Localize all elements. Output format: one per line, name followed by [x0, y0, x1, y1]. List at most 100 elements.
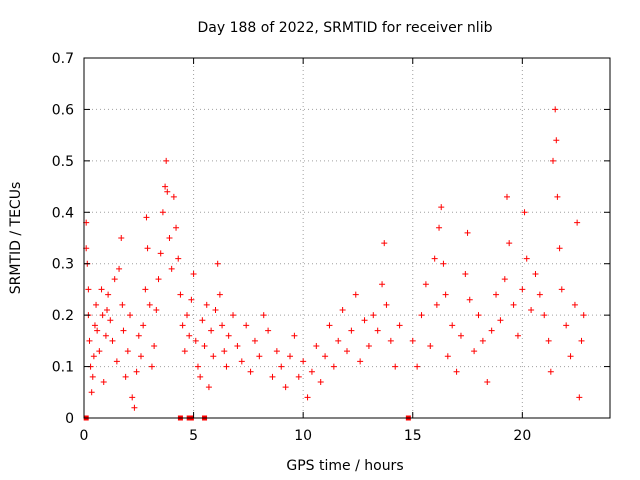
data-point: [466, 296, 473, 303]
data-point: [383, 301, 390, 308]
data-point: [444, 353, 451, 360]
data-point: [291, 332, 298, 339]
data-point: [142, 286, 149, 293]
data-point: [571, 301, 578, 308]
data-point: [260, 312, 267, 319]
data-point: [506, 240, 513, 247]
data-point: [175, 255, 182, 262]
data-point: [536, 291, 543, 298]
data-point: [238, 358, 245, 365]
data-point: [153, 307, 160, 313]
data-point: [521, 209, 528, 216]
data-point: [453, 368, 460, 375]
data-point: [313, 343, 320, 349]
data-point: [352, 291, 359, 298]
x-tick-label: 15: [404, 428, 422, 444]
x-axis-label: GPS time / hours: [286, 458, 403, 474]
data-point: [168, 265, 175, 272]
data-point: [122, 373, 129, 380]
data-point: [194, 363, 201, 370]
data-point: [163, 157, 170, 164]
data-point: [137, 353, 144, 360]
data-point: [295, 373, 302, 380]
x-tick-label: 10: [294, 428, 312, 444]
data-point: [133, 368, 140, 375]
data-point: [576, 394, 583, 401]
data-point: [157, 250, 164, 257]
data-point: [88, 389, 95, 396]
x-tick-label: 5: [189, 428, 198, 444]
data-point: [493, 291, 500, 298]
data-point: [148, 363, 155, 370]
data-point: [370, 312, 377, 319]
data-point: [361, 317, 368, 324]
data-point: [322, 353, 329, 360]
y-tick-label: 0.3: [52, 257, 74, 273]
data-point: [365, 343, 372, 349]
data-point: [201, 343, 208, 349]
y-tick-label: 0.7: [52, 51, 74, 67]
data-point: [532, 271, 539, 277]
data-point: [304, 394, 311, 401]
data-point: [471, 348, 478, 355]
data-point: [440, 260, 447, 267]
data-point: [85, 286, 92, 293]
axis-ticks: 0 0.1 0.2 0.3 0.4 0.5 0.6 0.7 0 5 10 15 20: [52, 51, 610, 444]
data-point: [442, 291, 449, 298]
data-point: [567, 353, 574, 360]
data-point: [519, 286, 526, 293]
data-point: [574, 219, 581, 226]
data-point: [230, 312, 237, 319]
data-point: [212, 307, 219, 313]
data-point: [392, 363, 399, 370]
data-point: [269, 373, 276, 380]
data-point: [433, 301, 440, 308]
data-point: [135, 332, 142, 339]
data-point: [431, 255, 438, 262]
data-point: [225, 332, 232, 339]
data-point: [479, 337, 486, 344]
data-point: [523, 255, 530, 262]
data-point: [234, 343, 241, 349]
data-point: [120, 327, 127, 334]
y-axis-label: SRMTID / TECUs: [8, 182, 24, 295]
data-point: [107, 317, 114, 324]
data-point: [545, 337, 552, 344]
data-point: [143, 214, 150, 221]
y-tick-label: 0.5: [52, 154, 74, 170]
data-point: [131, 404, 138, 411]
data-point: [94, 327, 101, 334]
data-point: [124, 348, 131, 355]
data-point: [335, 337, 342, 344]
data-point: [501, 276, 508, 283]
data-point: [109, 337, 116, 344]
data-point: [514, 332, 521, 339]
data-point: [111, 276, 118, 283]
data-point: [422, 281, 429, 288]
data-point: [205, 384, 212, 391]
data-point: [203, 301, 210, 308]
data-point: [190, 271, 197, 277]
data-point: [282, 384, 289, 391]
plot-frame: [83, 57, 611, 419]
data-point: [251, 337, 258, 344]
data-point: [578, 337, 585, 344]
data-point: [287, 353, 294, 360]
data-point: [427, 343, 434, 349]
data-point: [199, 317, 206, 324]
data-point: [219, 322, 226, 329]
data-point: [265, 327, 272, 334]
data-point: [151, 343, 158, 349]
data-point: [556, 245, 563, 252]
data-point: [357, 358, 364, 365]
data-point: [173, 224, 180, 231]
data-point: [184, 312, 191, 319]
data-point: [475, 312, 482, 319]
data-point: [105, 291, 112, 298]
data-point: [374, 327, 381, 334]
data-point: [127, 312, 134, 319]
chart-title: Day 188 of 2022, SRMTID for receiver nli…: [198, 20, 493, 36]
data-point: [317, 379, 324, 385]
y-tick-label: 0.2: [52, 308, 74, 324]
